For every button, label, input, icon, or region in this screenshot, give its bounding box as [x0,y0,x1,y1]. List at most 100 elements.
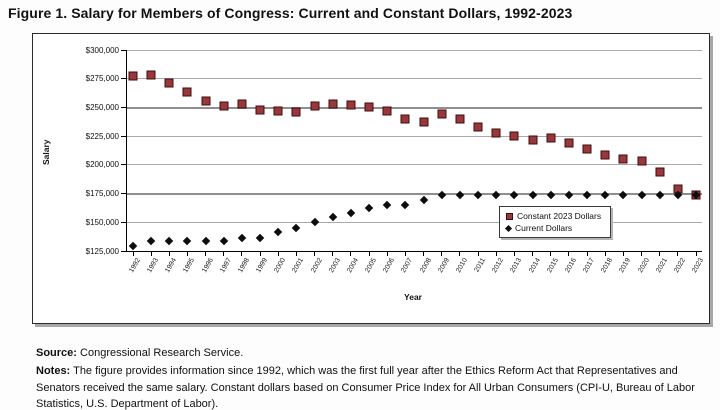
data-point-diamond [255,233,265,242]
data-point-diamond [437,190,446,199]
data-point-diamond [383,200,392,210]
chart-box: Salary $125,000 $150,000 $175,000 $200,000 $… [32,33,710,324]
data-point-diamond [619,190,628,199]
x-tick-label: 2000 [273,257,288,274]
data-point-diamond [564,190,574,199]
data-point-diamond [637,190,646,199]
y-tick-label: $275,000 [85,74,119,84]
y-tick-label: $225,000 [85,131,119,141]
legend-item: Current Dollars [504,222,601,234]
data-point-square [310,101,320,111]
data-point-diamond [128,241,138,251]
source-line: Source: Congressional Research Service. [36,345,704,361]
legend-item: Constant 2023 Dollars [506,210,601,222]
data-point-diamond [165,236,174,246]
x-tick [677,251,679,256]
source-label: Source: [36,347,77,359]
figure-title: Figure 1. Salary for Members of Congress… [8,5,573,21]
x-tick [259,251,261,256]
x-tick [277,251,279,256]
data-point-diamond [346,208,356,218]
data-point-diamond [401,200,410,210]
data-point-square [509,131,519,141]
x-tick-label: 2010 [455,257,469,274]
y-tick-label: $250,000 [85,102,119,112]
data-point-square [237,99,247,109]
x-tick [205,251,207,256]
data-point-diamond [364,204,374,213]
y-tick [121,135,127,137]
x-tick-label: 2007 [400,257,415,274]
data-point-diamond [582,190,592,199]
x-tick-label: 1994 [164,257,179,274]
y-tick [121,106,127,108]
x-tick [168,251,170,256]
data-point-diamond [419,195,428,205]
legend: Constant 2023 Dollars Current Dollars [499,206,612,238]
data-point-diamond [237,233,247,242]
gridline [127,221,702,223]
x-tick-label: 2001 [291,257,306,274]
y-tick [121,193,127,195]
x-tick [568,251,570,256]
data-point-diamond [528,190,537,199]
x-tick [622,251,624,256]
data-point-square [582,144,592,154]
x-tick [241,251,243,256]
data-point-square [564,138,574,148]
y-tick [121,221,127,223]
x-tick [332,251,334,256]
diamond-marker-icon [504,224,513,232]
data-point-square [201,96,211,106]
y-tick [121,164,127,166]
x-tick [641,251,643,256]
x-tick-label: 2012 [491,257,506,274]
source-text: Congressional Research Service. [80,347,244,359]
gridline [127,164,702,166]
x-tick-label: 2018 [600,257,615,274]
y-tick [121,78,127,80]
data-point-diamond [219,236,229,246]
x-tick-label: 2003 [327,257,342,274]
x-tick-label: 1998 [237,257,252,274]
x-tick [495,251,497,256]
x-tick [532,251,534,256]
data-point-square [419,117,429,127]
x-tick-label: 2005 [364,257,379,274]
gridline [127,106,702,109]
y-tick-label: $200,000 [85,160,119,170]
x-tick [368,251,370,256]
data-point-square [346,100,356,110]
y-tick [121,49,127,51]
x-tick-label: 1997 [219,257,233,274]
x-tick [550,251,552,256]
x-tick [513,251,515,256]
data-point-square [473,122,483,132]
data-point-square [528,135,538,145]
x-tick-label: 2021 [654,257,669,274]
x-tick-label: 2004 [346,257,360,274]
gridline [127,193,702,196]
x-tick [659,251,661,256]
x-tick-label: 2008 [418,257,433,274]
data-point-diamond [600,190,610,199]
data-point-square [255,105,265,115]
x-tick-label: 2015 [545,257,560,274]
x-tick [314,251,316,256]
x-tick-label: 2014 [527,257,542,274]
x-tick [404,251,406,256]
data-point-square [546,133,556,143]
gridline [127,49,702,51]
x-tick-label: 1995 [182,257,197,274]
x-tick [223,251,225,256]
data-point-diamond [546,190,555,199]
x-tick [150,251,152,256]
x-tick [350,251,352,256]
x-tick-label: 2019 [618,257,633,274]
x-tick-label: 2013 [509,257,524,274]
gridline [127,78,702,80]
data-point-square [600,150,610,160]
legend-item-label: Constant 2023 Dollars [517,211,602,221]
data-point-diamond [292,223,301,233]
